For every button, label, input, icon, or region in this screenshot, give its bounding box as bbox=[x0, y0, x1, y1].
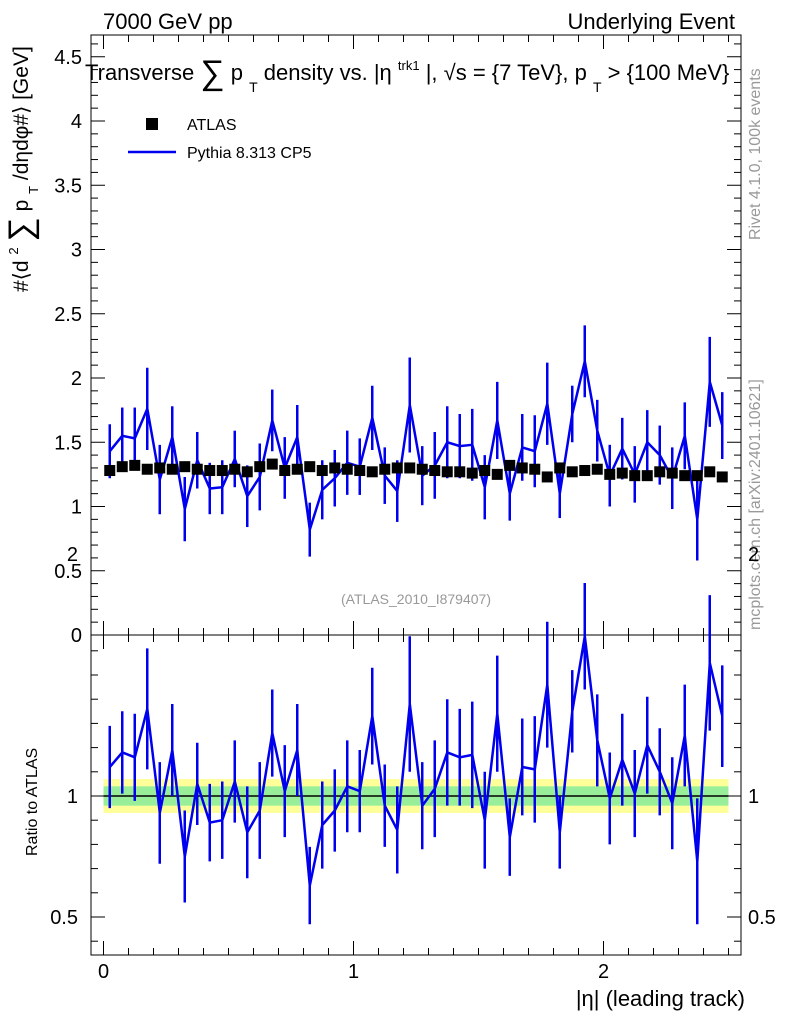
atlas-point bbox=[541, 471, 553, 483]
y-tick-label-main: 3.5 bbox=[54, 175, 82, 197]
mcplots-label: mcplots.cern.ch [arXiv:2401.10621] bbox=[747, 379, 764, 630]
legend-atlas-marker bbox=[146, 118, 158, 130]
atlas-point bbox=[591, 463, 603, 475]
ratio-panel-frame bbox=[90, 634, 742, 956]
atlas-point bbox=[629, 470, 641, 482]
y-tick-label-ratio-left: 2 bbox=[67, 544, 78, 566]
atlas-point bbox=[291, 463, 303, 475]
x-tick-label: 2 bbox=[598, 961, 609, 983]
atlas-point bbox=[504, 459, 516, 471]
y-tick-label-ratio-right: 1 bbox=[748, 786, 759, 808]
atlas-point bbox=[666, 467, 678, 479]
y-tick-label-ratio-right: 2 bbox=[748, 544, 759, 566]
atlas-point bbox=[654, 466, 666, 478]
legend-pythia-label: Pythia 8.313 CP5 bbox=[187, 145, 312, 162]
atlas-point bbox=[366, 466, 378, 478]
y-axis-label: #⟨d 2 ∑ p T /dηdφ#⟩ [GeV] bbox=[0, 46, 43, 292]
atlas-point bbox=[329, 462, 341, 474]
atlas-point bbox=[204, 465, 216, 477]
x-axis-label: |η| (leading track) bbox=[576, 986, 745, 1011]
y-tick-label-ratio-right: 0.5 bbox=[748, 907, 776, 929]
atlas-point bbox=[554, 462, 566, 474]
atlas-point bbox=[516, 462, 528, 474]
y-tick-label-main: 0 bbox=[71, 625, 82, 647]
chart-title: Transverse ∑ p T density vs. |η trk1 |, … bbox=[85, 50, 729, 97]
rivet-label: Rivet 4.1.0, 100k events bbox=[747, 68, 764, 240]
atlas-point bbox=[166, 463, 178, 475]
x-tick-label: 0 bbox=[98, 961, 109, 983]
y-tick-label-main: 4.5 bbox=[54, 47, 82, 69]
atlas-point bbox=[429, 465, 441, 477]
y-tick-label-main: 4 bbox=[71, 111, 82, 133]
atlas-point bbox=[441, 466, 453, 478]
atlas-point bbox=[341, 463, 353, 475]
atlas-point bbox=[316, 465, 328, 477]
atlas-point bbox=[616, 467, 628, 479]
atlas-point bbox=[529, 463, 541, 475]
atlas-point bbox=[104, 465, 116, 477]
atlas-point bbox=[604, 468, 616, 480]
analysis-id: (ATLAS_2010_I879407) bbox=[341, 591, 491, 607]
atlas-point bbox=[304, 461, 316, 473]
atlas-point bbox=[129, 459, 141, 471]
legend: ATLAS Pythia 8.313 CP5 bbox=[128, 117, 312, 162]
atlas-point bbox=[641, 470, 653, 482]
header-right: Underlying Event bbox=[567, 9, 735, 34]
atlas-point bbox=[404, 462, 416, 474]
pythia-series-ratio bbox=[108, 583, 724, 925]
atlas-point bbox=[454, 466, 466, 478]
y-tick-label-main: 1.5 bbox=[54, 432, 82, 454]
y-tick-label-main: 2 bbox=[71, 368, 82, 390]
atlas-point bbox=[191, 463, 203, 475]
y-tick-label-ratio-left: 0.5 bbox=[50, 907, 78, 929]
atlas-point bbox=[566, 466, 578, 478]
atlas-point bbox=[691, 470, 703, 482]
ratio-line bbox=[108, 636, 724, 886]
atlas-point bbox=[216, 465, 228, 477]
y-tick-label-main: 3 bbox=[71, 240, 82, 262]
atlas-point bbox=[716, 471, 728, 483]
axis-ticks bbox=[91, 35, 741, 955]
atlas-point bbox=[179, 461, 191, 473]
atlas-point bbox=[466, 467, 478, 479]
y-tick-label-ratio-left: 1 bbox=[67, 786, 78, 808]
atlas-point bbox=[391, 462, 403, 474]
y-tick-label-main: 0.5 bbox=[54, 561, 82, 583]
atlas-point bbox=[279, 465, 291, 477]
y-tick-labels-main: 0 0.5 1 1.5 2 2.5 3 3.5 4 4.5 bbox=[54, 47, 82, 647]
atlas-point bbox=[141, 463, 153, 475]
pythia-series-main bbox=[108, 325, 724, 561]
legend-atlas-label: ATLAS bbox=[187, 117, 237, 134]
atlas-point bbox=[266, 458, 278, 470]
ratio-y-axis-label: Ratio to ATLAS bbox=[24, 748, 41, 856]
atlas-point bbox=[679, 470, 691, 482]
header-left: 7000 GeV pp bbox=[103, 9, 233, 34]
atlas-series-main bbox=[104, 458, 728, 483]
atlas-point bbox=[354, 465, 366, 477]
y-tick-label-main: 1 bbox=[71, 497, 82, 519]
atlas-point bbox=[479, 465, 491, 477]
y-tick-label-main: 2.5 bbox=[54, 304, 82, 326]
atlas-point bbox=[704, 466, 716, 478]
atlas-point bbox=[254, 461, 266, 473]
atlas-point bbox=[241, 466, 253, 478]
atlas-point bbox=[379, 463, 391, 475]
x-tick-label: 1 bbox=[348, 961, 359, 983]
x-tick-labels: 0 1 2 bbox=[98, 961, 609, 983]
pythia-line bbox=[108, 361, 724, 530]
atlas-point bbox=[579, 465, 591, 477]
atlas-point bbox=[416, 463, 428, 475]
atlas-point bbox=[116, 461, 128, 473]
atlas-point bbox=[154, 462, 166, 474]
atlas-point bbox=[491, 468, 503, 480]
y-tick-labels-ratio: 0.5 0.5 1 1 2 2 bbox=[50, 544, 776, 929]
atlas-point bbox=[229, 463, 241, 475]
